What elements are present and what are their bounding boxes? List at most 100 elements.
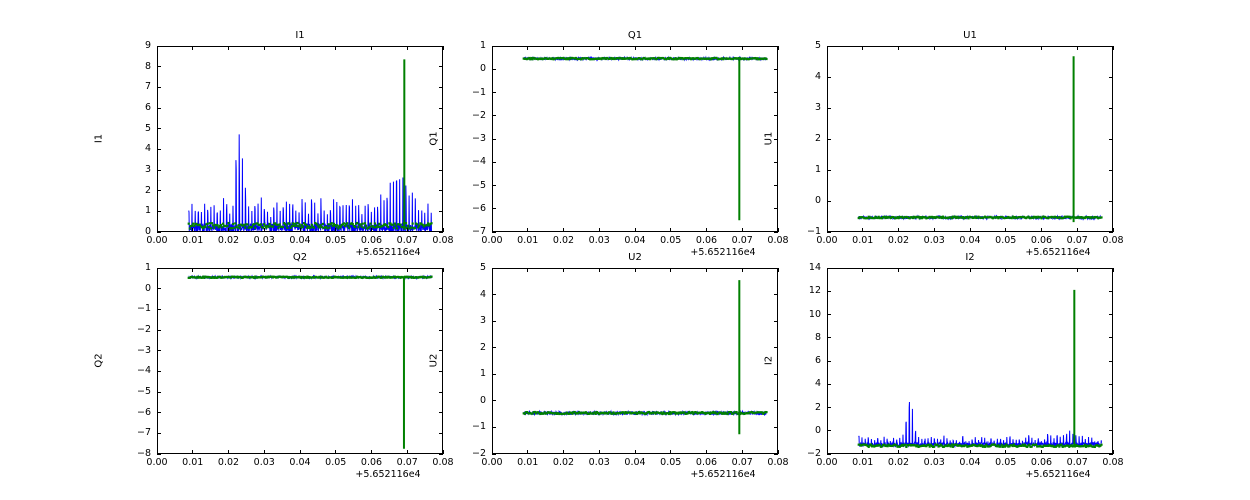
series-green-markers-q1 <box>522 56 768 61</box>
x-tick-label: 0.03 <box>253 457 275 468</box>
y-tick-mark <box>1109 45 1113 47</box>
x-tick-label: 0.00 <box>816 457 838 468</box>
x-tick-label: 0.08 <box>432 235 454 246</box>
y-tick-mark <box>774 161 778 163</box>
x-tick-mark <box>933 228 935 232</box>
x-tick-mark <box>527 228 529 232</box>
y-tick-label: −1 <box>471 421 486 433</box>
x-tick-mark <box>670 228 672 232</box>
x-tick-label: 0.04 <box>959 457 981 468</box>
y-tick-mark <box>439 66 443 68</box>
y-tick-label: 12 <box>808 285 821 297</box>
y-tick-mark <box>827 453 831 455</box>
x-tick-mark <box>634 268 636 272</box>
y-tick-mark <box>157 412 161 414</box>
y-tick-mark <box>492 138 496 140</box>
x-tick-mark <box>335 228 337 232</box>
subplot-i1: I1 0 1 2 3 4 5 6 7 8 9 0.00 0.01 0.02 0.03 0.04 0.05 0.06… <box>94 30 454 258</box>
x-tick-label: 0.01 <box>852 457 874 468</box>
y-tick-mark <box>1109 169 1113 171</box>
x-tick-mark <box>634 450 636 454</box>
x-tick-mark <box>898 46 899 50</box>
x-tick-label: 0.01 <box>182 457 204 468</box>
y-tick-label: 6 <box>814 355 821 366</box>
y-tick-mark <box>439 86 443 88</box>
y-tick-mark <box>157 267 161 269</box>
y-tick-label: 10 <box>808 308 821 320</box>
x-tick-mark <box>670 450 672 454</box>
y-tick-mark <box>157 370 161 372</box>
x-tick-mark <box>563 450 564 454</box>
y-tick-mark <box>1109 430 1113 432</box>
subplot-u1: U1 −1 0 1 2 3 4 5 0.00 0.01 0.02 0.03 0.04 0.05 0.06 0.… <box>764 30 1124 258</box>
y-tick-mark <box>157 329 161 331</box>
y-tick-label: 0 <box>479 394 486 406</box>
x-tick-label: 0.06 <box>695 457 718 468</box>
x-tick-mark <box>1041 228 1042 232</box>
y-axis-label-u1: U1 <box>763 131 775 146</box>
y-tick-mark <box>439 190 443 192</box>
x-tick-mark <box>263 450 265 454</box>
x-tick-label: 0.00 <box>146 457 168 468</box>
y-tick-mark <box>827 76 831 78</box>
x-tick-mark <box>898 450 899 454</box>
y-tick-mark <box>439 128 443 130</box>
x-tick-mark <box>706 46 707 50</box>
y-tick-label: 2 <box>479 341 486 353</box>
x-tick-mark <box>741 228 743 232</box>
x-tick-label: 0.07 <box>1066 235 1088 246</box>
y-tick-mark <box>827 169 831 171</box>
y-tick-label: −7 <box>136 427 151 439</box>
y-tick-label: −6 <box>471 202 486 214</box>
y-tick-label: 0 <box>479 63 486 75</box>
y-tick-label: −3 <box>471 133 486 144</box>
x-tick-label: 0.00 <box>481 235 503 246</box>
y-tick-label: 3 <box>479 315 486 327</box>
y-tick-label: −5 <box>471 179 486 191</box>
x-axis-offset-text: +5.652116e4 <box>1025 247 1091 258</box>
y-tick-mark <box>439 288 443 290</box>
x-tick-mark <box>1112 268 1114 272</box>
y-tick-mark <box>157 45 161 47</box>
y-tick-label: −2 <box>471 448 486 459</box>
x-tick-label: 0.01 <box>517 457 539 468</box>
y-axis-label-q1: Q1 <box>428 131 440 146</box>
y-tick-label: 0 <box>814 195 821 206</box>
x-tick-label: 0.07 <box>396 235 418 246</box>
y-tick-label: 3 <box>814 102 821 113</box>
x-tick-mark <box>228 228 229 232</box>
y-tick-mark <box>1109 337 1113 339</box>
y-tick-mark <box>827 138 831 140</box>
x-tick-mark <box>1005 450 1007 454</box>
x-tick-mark <box>670 46 672 50</box>
y-tick-label: 0 <box>814 424 821 436</box>
x-tick-mark <box>299 46 301 50</box>
series-blue-i1 <box>188 134 432 231</box>
y-tick-mark <box>157 350 161 352</box>
y-tick-mark <box>774 267 778 269</box>
y-tick-mark <box>827 337 831 339</box>
x-tick-mark <box>826 450 828 454</box>
x-tick-label: 0.06 <box>1030 457 1053 468</box>
x-tick-mark <box>156 268 158 272</box>
y-tick-mark <box>492 92 496 93</box>
y-tick-mark <box>1109 138 1113 140</box>
y-tick-label: 5 <box>144 122 151 134</box>
y-tick-label: 2 <box>144 184 151 196</box>
y-tick-mark <box>827 107 831 109</box>
y-tick-mark <box>157 148 161 150</box>
x-tick-label: 0.03 <box>588 457 610 468</box>
series-green-markers-u1 <box>857 215 1103 220</box>
x-tick-mark <box>1076 228 1078 232</box>
x-tick-mark <box>706 450 707 454</box>
subplot-title-u2: U2 <box>628 252 642 263</box>
y-tick-mark <box>1109 267 1113 269</box>
x-tick-label: 0.07 <box>1066 457 1088 468</box>
x-axis-offset-text: +5.652116e4 <box>1025 469 1091 480</box>
y-tick-mark <box>774 68 778 70</box>
y-tick-label: 7 <box>144 81 151 93</box>
x-tick-mark <box>371 46 372 50</box>
x-tick-mark <box>598 228 600 232</box>
x-tick-mark <box>192 228 194 232</box>
subplot-i2: I2 −2 0 2 4 6 8 10 12 14 0.00 0.01 0.02 0.03 0.04 0.05 0… <box>764 252 1124 480</box>
